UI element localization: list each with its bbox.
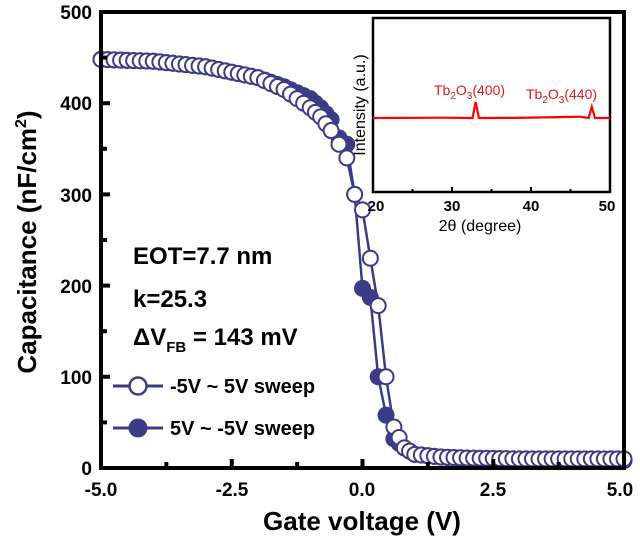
x-tick-0: 0.0 [349,480,375,501]
inset-x-tick-40: 40 [523,198,540,215]
k-annotation: k=25.3 [133,286,207,313]
y-tick-400: 400 [60,94,92,115]
x-tick-neg2.5: -2.5 [216,480,249,501]
y-tick-100: 100 [60,368,92,389]
y-tick-0: 0 [81,459,92,480]
x-axis-tick-labels: -5.0 -2.5 0.0 2.5 5.0 [85,480,634,501]
y-tick-200: 200 [60,277,92,298]
inset-y-axis-title: Intensity (a.u.) [352,54,369,155]
inset-x-axis-title: 2θ (degree) [439,218,522,235]
y-tick-500: 500 [60,3,92,24]
peak-label-440: Tb2O3(440) [526,86,597,106]
x-tick-5: 5.0 [607,480,633,501]
inset-x-tick-30: 30 [444,198,461,215]
eot-annotation: EOT=7.7 nm [133,243,272,270]
delta-vfb-annotation: ΔVFB = 143 mV [133,324,298,356]
x-axis-title: Gate voltage (V) [263,506,461,536]
xrd-pattern-line [372,101,610,120]
x-tick-2.5: 2.5 [480,480,507,501]
y-axis-title: Capacitance (nF/cm2) [12,110,42,373]
legend-label-reverse: 5V ~ -5V sweep [170,418,315,440]
legend-item-reverse: 5V ~ -5V sweep [113,418,315,440]
x-tick-neg5: -5.0 [85,480,118,501]
legend: -5V ~ 5V sweep 5V ~ -5V sweep [113,376,315,440]
inset-x-tick-20: 20 [368,198,385,215]
peak-label-400: Tb2O3(400) [434,82,505,102]
xrd-inset: Tb2O3(400) Tb2O3(440) 20 30 40 50 2θ (de… [352,16,616,235]
legend-label-forward: -5V ~ 5V sweep [170,376,315,398]
open-circle-marker-icon [128,376,148,396]
y-axis-tick-labels: 0 100 200 300 400 500 [60,3,92,480]
filled-circle-marker-icon [128,418,148,438]
axis-ticks [99,10,626,470]
inset-frame [371,16,612,194]
inset-x-tick-50: 50 [599,198,616,215]
y-tick-300: 300 [60,186,92,207]
legend-item-forward: -5V ~ 5V sweep [113,376,315,398]
